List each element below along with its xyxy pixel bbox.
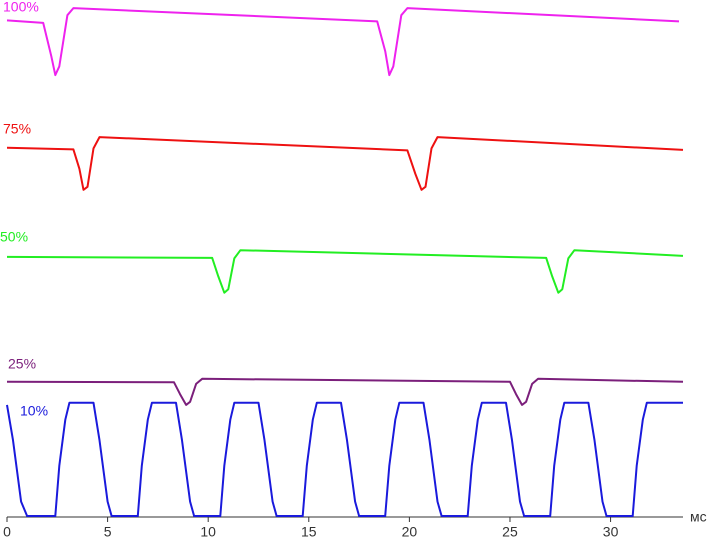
trace <box>6 7 680 77</box>
series-label: 50% <box>0 229 28 245</box>
x-tick-label: 20 <box>402 524 418 540</box>
trace <box>6 401 683 517</box>
x-tick-label: 25 <box>502 524 518 540</box>
trace <box>6 377 684 406</box>
x-tick-label: 15 <box>301 524 317 540</box>
series-label: 25% <box>8 356 36 372</box>
trace <box>6 136 684 191</box>
x-tick-label: 5 <box>104 524 112 540</box>
series-label: 75% <box>3 121 31 137</box>
x-tick-label: 30 <box>603 524 619 540</box>
x-axis-label: мс <box>690 509 707 525</box>
x-tick-label: 0 <box>3 524 11 540</box>
trace <box>6 249 684 294</box>
x-tick-label: 10 <box>200 524 216 540</box>
series-label: 10% <box>20 403 48 419</box>
series-label: 100% <box>3 0 39 15</box>
